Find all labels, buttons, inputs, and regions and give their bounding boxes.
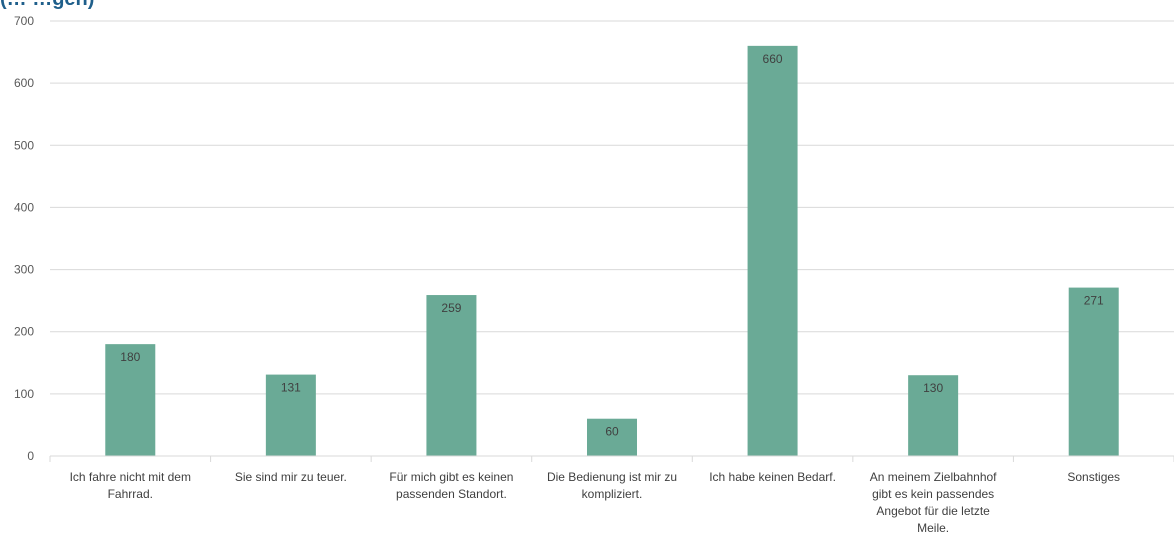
data-label: 130 bbox=[923, 381, 943, 395]
data-labels: 180 131 259 60 660 130 271 bbox=[120, 52, 1104, 439]
gridlines bbox=[50, 20, 1174, 395]
category-label: Sie sind mir zu teuer. bbox=[235, 470, 347, 484]
data-label: 660 bbox=[763, 52, 783, 66]
y-tick-label: 700 bbox=[14, 14, 34, 28]
category-label: Für mich gibt es keinen passenden Standor… bbox=[389, 470, 513, 501]
category-label-line: An meinem Zielbahnhof bbox=[870, 470, 997, 484]
category-label-line: kompliziert. bbox=[582, 487, 643, 501]
data-label: 180 bbox=[120, 350, 140, 364]
y-axis-ticks: 0 100 200 300 400 500 600 700 bbox=[14, 14, 34, 463]
category-label-line: Angebot für die letzte bbox=[876, 504, 990, 518]
x-axis bbox=[49, 455, 1174, 462]
category-label: Ich fahre nicht mit dem Fahrrad. bbox=[70, 470, 191, 501]
category-label: Die Bedienung ist mir zu kompliziert. bbox=[547, 470, 677, 501]
data-label: 271 bbox=[1084, 294, 1104, 308]
y-tick-label: 0 bbox=[27, 449, 34, 463]
category-label-line: Fahrrad. bbox=[108, 487, 153, 501]
chart-title: (… …gen) bbox=[0, 0, 94, 11]
bar bbox=[1068, 287, 1119, 456]
y-tick-label: 600 bbox=[14, 76, 34, 90]
category-label-line: passenden Standort. bbox=[396, 487, 507, 501]
bar bbox=[105, 344, 156, 456]
y-tick-label: 100 bbox=[14, 387, 34, 401]
bar bbox=[426, 295, 477, 456]
category-label-line: gibt es kein passendes bbox=[872, 487, 994, 501]
category-label-line: Für mich gibt es keinen bbox=[389, 470, 513, 484]
category-label-line: Die Bedienung ist mir zu bbox=[547, 470, 677, 484]
category-labels: Ich fahre nicht mit dem Fahrrad. Sie sind … bbox=[70, 470, 1120, 535]
category-label-line: Sie sind mir zu teuer. bbox=[235, 470, 347, 484]
category-label: Sonstiges bbox=[1067, 470, 1120, 484]
data-label: 259 bbox=[441, 301, 461, 315]
bars bbox=[105, 45, 1119, 456]
y-tick-label: 400 bbox=[14, 200, 34, 214]
data-label: 131 bbox=[281, 381, 301, 395]
category-label-line: Meile. bbox=[917, 521, 949, 535]
y-tick-label: 300 bbox=[14, 263, 34, 277]
data-label: 60 bbox=[605, 425, 619, 439]
bar bbox=[265, 374, 316, 456]
bar bbox=[587, 418, 637, 456]
category-label: An meinem Zielbahnhof gibt es kein passen… bbox=[870, 470, 997, 535]
bar bbox=[747, 45, 798, 456]
category-label-line: Sonstiges bbox=[1067, 470, 1120, 484]
bar bbox=[908, 375, 959, 456]
y-tick-label: 500 bbox=[14, 138, 34, 152]
y-tick-label: 200 bbox=[14, 325, 34, 339]
category-label-line: Ich fahre nicht mit dem bbox=[70, 470, 191, 484]
category-label-line: Ich habe keinen Bedarf. bbox=[709, 470, 836, 484]
category-label: Ich habe keinen Bedarf. bbox=[709, 470, 836, 484]
